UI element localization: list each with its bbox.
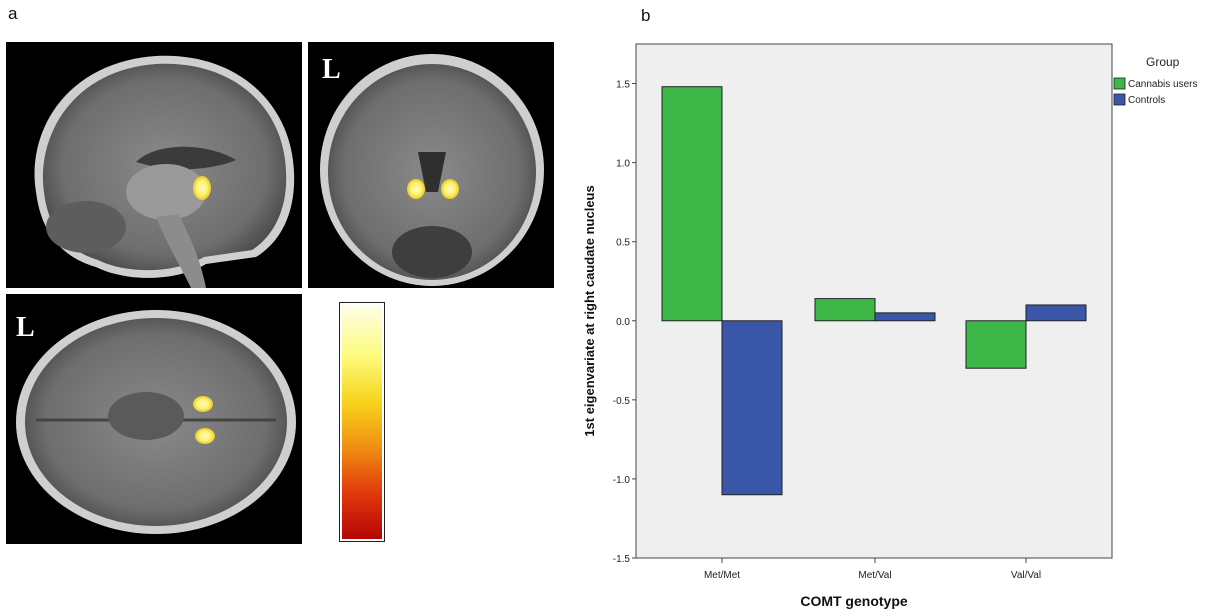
y-tick-label: 1.5: [616, 80, 630, 91]
mri-sagittal-slice: [6, 42, 302, 288]
y-tick-label: -1.0: [613, 475, 631, 486]
legend: Group Cannabis users Controls: [1113, 55, 1197, 106]
activation-blob-upper: [193, 396, 213, 412]
bar: [721, 320, 783, 496]
panel-label-a: a: [8, 4, 18, 23]
bar: [965, 320, 1027, 369]
legend-entry: Controls: [1128, 95, 1165, 106]
legend-swatch: [1113, 93, 1126, 106]
bar: [814, 298, 876, 322]
y-tick-label: 0.0: [616, 317, 630, 328]
mri-coronal-image: [320, 54, 544, 286]
orientation-label: L: [322, 54, 341, 85]
mri-sagittal-image: [34, 55, 295, 288]
mri-coronal-slice: L: [308, 42, 554, 288]
bars: [661, 86, 1087, 496]
x-tick-label: Val/Val: [1011, 570, 1041, 581]
x-axis-label: COMT genotype: [800, 593, 908, 609]
mri-axial-slice: L: [6, 294, 302, 544]
y-axis: -1.5 -1.0 -0.5 0.0 0.5 1.0 1.5: [613, 80, 636, 565]
colorbar: [339, 302, 385, 542]
bar: [661, 86, 723, 322]
x-tick-label: Met/Val: [858, 570, 891, 581]
bar: [1025, 304, 1087, 322]
y-tick-label: 1.0: [616, 159, 630, 170]
activation-blob-left: [407, 179, 425, 199]
colorbar-gradient: [342, 305, 382, 539]
panel-label-b: b: [641, 6, 651, 25]
y-tick-label: 0.5: [616, 238, 630, 249]
legend-swatch: [1113, 77, 1126, 90]
x-axis: Met/Met Met/Val Val/Val: [704, 558, 1041, 581]
y-tick-label: -0.5: [613, 396, 631, 407]
legend-title: Group: [1146, 55, 1180, 69]
orientation-label: L: [16, 312, 35, 343]
y-tick-label: -1.5: [613, 554, 631, 565]
y-axis-label: 1st eigenvariate at right caudate nucleu…: [582, 185, 597, 436]
x-tick-label: Met/Met: [704, 570, 740, 581]
activation-blob-lower: [195, 428, 215, 444]
activation-blob: [193, 176, 211, 200]
mri-axial-image: [16, 310, 296, 534]
legend-entry: Cannabis users: [1128, 79, 1197, 90]
bar: [874, 312, 936, 322]
activation-blob-right: [441, 179, 459, 199]
